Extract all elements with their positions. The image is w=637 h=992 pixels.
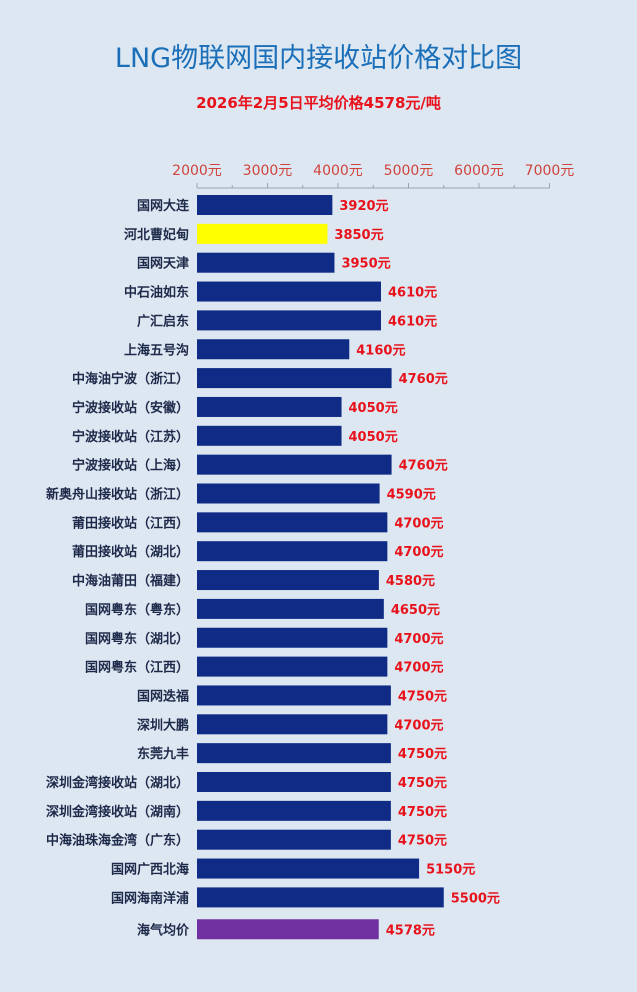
bar [197, 858, 420, 879]
bar [197, 339, 350, 360]
value-label: 4750元 [398, 805, 447, 820]
value-label: 3920元 [339, 199, 388, 214]
x-tick-label: 5000元 [384, 163, 434, 179]
bar [197, 368, 392, 389]
bar [197, 772, 391, 792]
x-tick-label: 7000元 [525, 163, 575, 179]
bar [197, 685, 391, 706]
bar [197, 598, 384, 619]
value-label: 4750元 [398, 689, 447, 704]
x-tick-label: 4000元 [313, 163, 363, 179]
value-label: 4700元 [394, 545, 443, 560]
bar [197, 570, 379, 591]
category-label: 莆田接收站（湖北） [72, 544, 189, 560]
bar [197, 887, 444, 908]
bar [197, 252, 335, 273]
value-label: 4700元 [394, 632, 443, 647]
bar [197, 656, 388, 677]
category-label: 国网迭福 [137, 688, 189, 704]
value-label: 4050元 [349, 401, 398, 416]
value-label: 4750元 [398, 834, 447, 849]
value-label: 4578元 [386, 923, 435, 938]
bar [197, 743, 391, 764]
category-label: 宁波接收站（安徽） [72, 400, 189, 416]
value-label: 4160元 [356, 343, 405, 358]
bar [197, 714, 388, 735]
bar [197, 512, 388, 533]
value-label: 4700元 [394, 516, 443, 531]
category-label: 国网广西北海 [111, 862, 189, 878]
value-label: 4760元 [399, 372, 448, 387]
bar [197, 223, 328, 244]
x-tick-label: 3000元 [243, 163, 293, 179]
category-label: 宁波接收站（江苏） [72, 429, 189, 445]
value-label: 4760元 [399, 459, 448, 474]
category-label: 河北曹妃甸 [124, 227, 189, 243]
value-label: 4050元 [349, 430, 398, 445]
value-label: 4700元 [394, 718, 443, 733]
value-label: 4590元 [387, 488, 436, 503]
category-label: 国网粤东（粤东） [85, 602, 189, 618]
bar [197, 425, 342, 446]
x-tick-label: 6000元 [454, 163, 504, 179]
category-label: 新奥舟山接收站（浙江） [46, 487, 189, 503]
value-label: 5500元 [451, 891, 500, 906]
category-label: 深圳金湾接收站（湖南） [46, 804, 189, 820]
category-label: 海气均价 [137, 922, 190, 938]
value-label: 3950元 [341, 257, 390, 272]
bar [197, 829, 391, 850]
value-label: 4650元 [391, 603, 440, 618]
category-label: 中石油如东 [124, 285, 189, 301]
bar [197, 454, 392, 475]
bar [197, 800, 391, 821]
bar [197, 396, 342, 417]
category-label: 中海油莆田（福建） [72, 573, 189, 589]
bar [197, 483, 380, 504]
value-label: 4610元 [388, 314, 437, 329]
category-label: 宁波接收站（上海） [72, 458, 189, 474]
category-label: 国网大连 [137, 198, 190, 214]
category-label: 深圳大鹏 [137, 717, 189, 733]
chart-subtitle: 2026年2月5日平均价格4578元/吨 [196, 94, 441, 112]
category-label: 上海五号沟 [124, 342, 189, 358]
bar [197, 310, 382, 331]
category-label: 国网天津 [137, 256, 189, 272]
value-label: 4700元 [394, 661, 443, 676]
category-label: 中海油珠海金湾（广东） [46, 833, 189, 849]
bar [197, 195, 333, 215]
value-label: 3850元 [334, 228, 383, 243]
bar [197, 541, 388, 562]
category-label: 国网粤东（江西） [85, 660, 189, 676]
bar [197, 281, 382, 302]
value-label: 4610元 [388, 286, 437, 301]
value-label: 4580元 [386, 574, 435, 589]
category-label: 广汇启东 [137, 313, 189, 329]
category-label: 深圳金湾接收站（湖北） [46, 775, 189, 791]
category-label: 国网海南洋浦 [111, 890, 189, 906]
x-tick-label: 2000元 [172, 163, 222, 179]
value-label: 4750元 [398, 776, 447, 791]
category-label: 莆田接收站（江西） [72, 515, 189, 531]
value-label: 5150元 [426, 863, 475, 878]
bar [197, 627, 388, 648]
value-label: 4750元 [398, 747, 447, 762]
category-label: 东莞九丰 [137, 746, 189, 762]
chart-title: LNG物联网国内接收站价格对比图 [114, 43, 523, 74]
category-label: 国网粤东（湖北） [85, 631, 189, 647]
category-label: 中海油宁波（浙江） [72, 371, 189, 387]
bar-average [197, 919, 379, 940]
